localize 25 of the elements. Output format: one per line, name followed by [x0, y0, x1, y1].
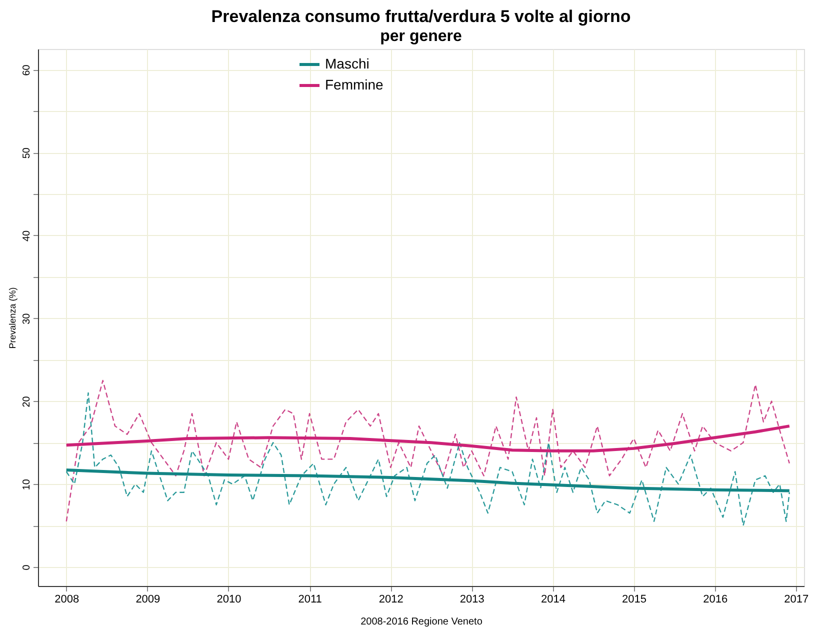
chart-title: Prevalenza consumo frutta/verdura 5 volte al giorno: [211, 7, 631, 26]
line-series: [64, 468, 791, 492]
y-tick-label: 40: [22, 230, 32, 242]
y-tick-label: 30: [22, 312, 32, 324]
line-series: [64, 424, 791, 452]
legend-label: Maschi: [325, 56, 370, 72]
x-tick-label: 2014: [540, 594, 566, 606]
y-tick-label: 10: [22, 478, 32, 490]
x-tick-label: 2015: [622, 594, 647, 606]
y-axis-title: Prevalenza (%): [8, 287, 18, 349]
x-tick-label: 2010: [216, 594, 242, 606]
y-tick-label: 60: [22, 64, 32, 76]
x-tick-label: 2009: [136, 594, 160, 606]
x-tick-label: 2012: [378, 594, 404, 606]
x-tick-label: 2011: [298, 594, 322, 606]
y-tick-label: 50: [22, 147, 32, 159]
legend-label: Femmine: [325, 76, 384, 92]
chart-subtitle: per genere: [380, 28, 462, 45]
x-tick-label: 2016: [703, 594, 728, 606]
x-tick-label: 2017: [784, 594, 809, 606]
x-tick-label: 2013: [460, 594, 484, 606]
y-tick-label: 0: [22, 564, 32, 570]
x-axis-title: 2008-2016 Regione Veneto: [360, 616, 483, 628]
x-tick-label: 2008: [54, 594, 80, 606]
y-tick-label: 20: [22, 396, 32, 408]
